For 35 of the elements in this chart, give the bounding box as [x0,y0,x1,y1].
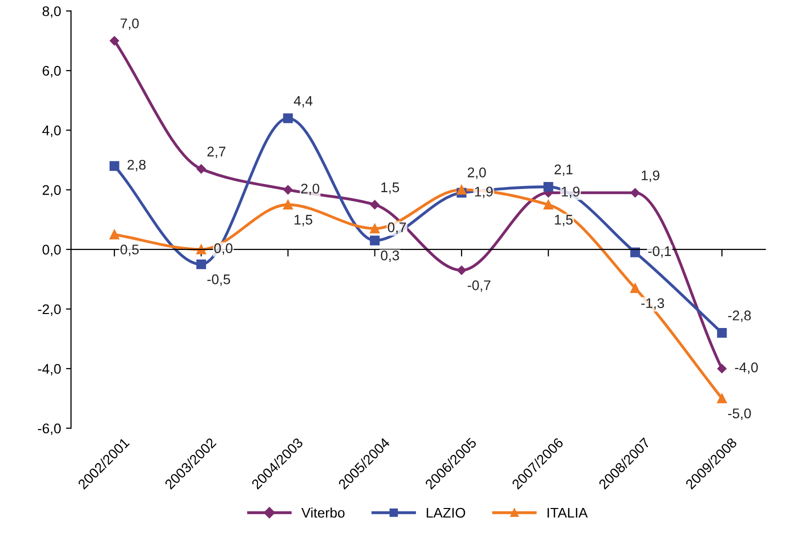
y-tick-label: 6,0 [42,66,61,78]
data-label: 2,8 [128,160,146,172]
data-label: 1,9 [475,186,493,198]
data-label: 4,4 [294,96,312,108]
y-tick-label: 4,0 [42,126,61,137]
legend-label: Viterbo [301,507,345,518]
data-label: 7,0 [120,18,139,30]
data-label: -0,1 [648,246,671,258]
data-label: 2,0 [468,167,486,179]
y-tick-label: 2,0 [42,185,61,197]
data-label: 1,5 [381,182,400,194]
data-label: 1,9 [642,170,660,182]
y-tick-label: -4,0 [38,364,61,376]
y-tick-label: 8,0 [42,6,61,18]
data-label: 2,7 [207,146,226,158]
y-tick-label: -2,0 [38,304,61,316]
y-tick-label: 0,0 [42,244,61,256]
data-label: 0,7 [388,222,406,234]
data-label: -0,5 [207,274,230,286]
legend-label: LAZIO [426,508,466,518]
data-label: -2,8 [728,310,751,322]
data-label: 0,5 [120,244,139,256]
data-label: 2,0 [301,184,320,196]
data-label: 2,1 [554,164,573,176]
data-label: 1,5 [294,214,312,226]
legend-label: ITALIA [548,508,588,518]
data-label: -0,7 [468,280,490,292]
y-tick-label: -6,0 [38,424,61,436]
data-label: -4,0 [735,362,758,374]
data-label: 1,9 [562,186,580,198]
data-label: 1,5 [554,214,573,226]
data-label: 0,0 [214,243,232,255]
data-label: 0,3 [380,250,400,262]
data-label: -5,0 [728,408,751,420]
data-label: -1,3 [641,298,664,310]
